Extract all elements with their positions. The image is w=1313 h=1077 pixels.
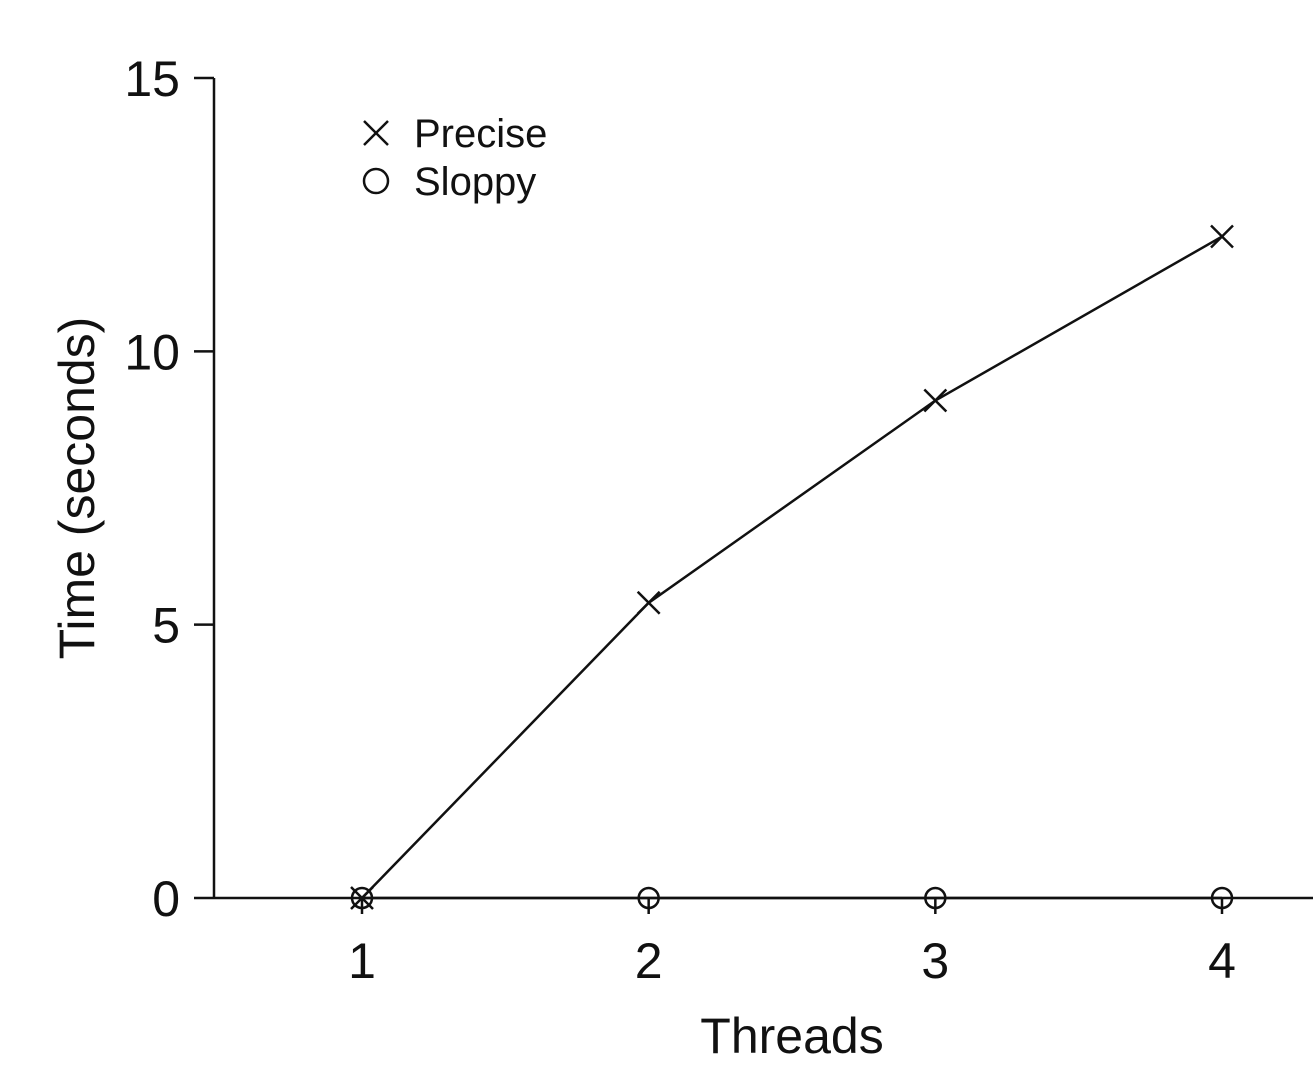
- series-precise: [350, 224, 1234, 910]
- x-tick-label: 1: [348, 933, 376, 989]
- axes: 0 5 10 15 1 2 3 4: [124, 51, 1313, 989]
- legend-item-sloppy: Sloppy: [362, 160, 536, 204]
- series-sloppy: [350, 886, 1234, 910]
- sloppy-point: [1210, 886, 1234, 910]
- sloppy-point: [350, 886, 374, 910]
- precise-point: [1210, 224, 1234, 249]
- sloppy-point: [924, 886, 947, 910]
- x-tick-label: 4: [1208, 933, 1236, 989]
- sloppy-point: [637, 886, 660, 910]
- y-tick-label: 0: [152, 871, 180, 927]
- y-tick-label: 5: [152, 598, 180, 654]
- precise-line: [361, 235, 1223, 899]
- x-tick-label: 3: [921, 933, 949, 989]
- y-axis-title: Time (seconds): [49, 317, 105, 660]
- legend-label: Sloppy: [414, 160, 536, 204]
- precise-point: [636, 590, 661, 615]
- precise-point: [923, 388, 948, 413]
- series-layer: [350, 224, 1234, 910]
- y-tick-label: 15: [124, 51, 180, 107]
- legend-marker-x: [363, 120, 389, 146]
- legend-label: Precise: [414, 112, 547, 156]
- legend-marker-o: [362, 167, 390, 195]
- x-axis-title: Threads: [700, 1008, 883, 1064]
- y-tick-label: 10: [124, 324, 180, 380]
- x-tick-label: 2: [635, 933, 663, 989]
- legend-item-precise: Precise: [363, 112, 547, 156]
